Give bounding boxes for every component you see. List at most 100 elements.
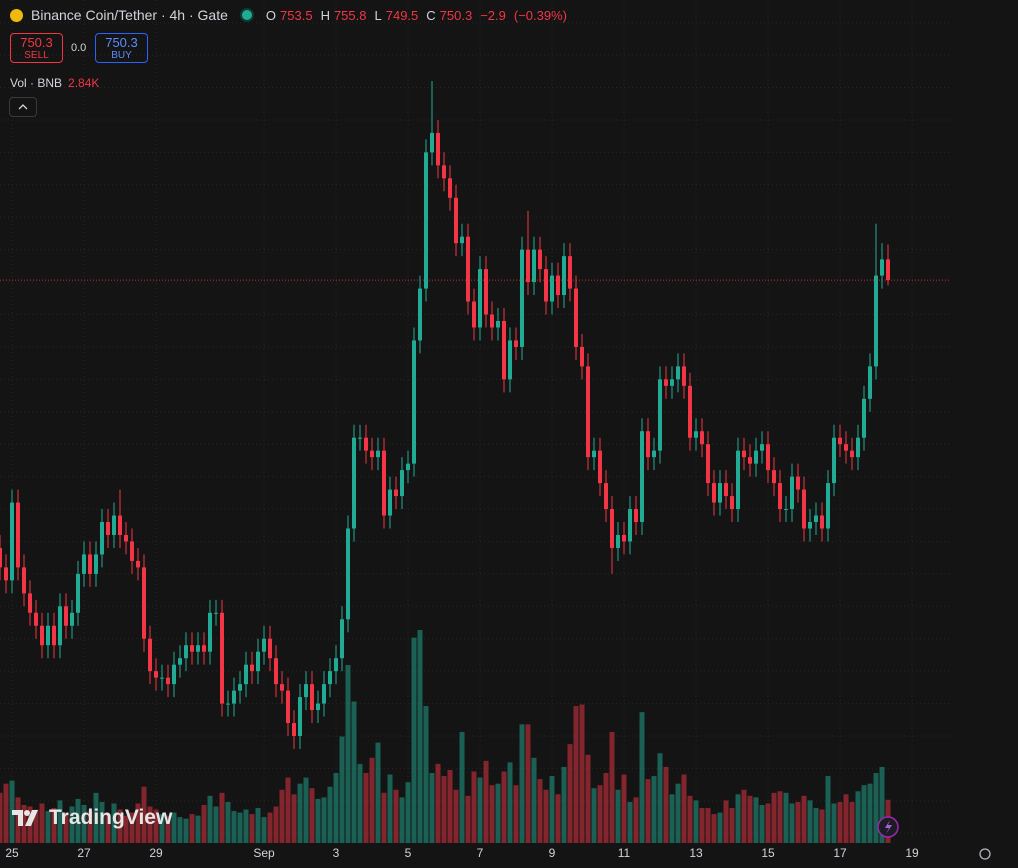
candle-body	[598, 450, 602, 484]
candle-body	[712, 483, 716, 503]
volume-bar	[555, 794, 561, 843]
candle-body	[274, 658, 278, 685]
candle-body	[172, 664, 176, 685]
candle-body	[82, 554, 86, 574]
candle-body	[88, 554, 92, 574]
candle-body	[4, 567, 8, 581]
x-tick-label: 9	[549, 846, 556, 860]
volume-bar	[147, 806, 153, 843]
volume-bar	[651, 776, 657, 843]
volume-bar	[291, 794, 297, 843]
volume-bar	[513, 785, 519, 843]
volume-bar	[321, 797, 327, 843]
candle-body	[850, 450, 854, 458]
volume-bar	[879, 766, 885, 843]
candle-body	[664, 379, 668, 386]
candle-body	[658, 379, 662, 451]
candle-body	[436, 132, 440, 166]
volume-bar	[129, 812, 135, 843]
candle-body	[568, 256, 572, 289]
volume-bar	[117, 809, 123, 843]
candle-body	[742, 450, 746, 458]
volume-bar	[363, 773, 369, 843]
volume-bar	[429, 773, 435, 843]
candle-body	[124, 534, 128, 542]
candle-body	[826, 483, 830, 529]
candle-body	[64, 606, 68, 626]
volume-bar	[867, 783, 873, 843]
volume-bar	[351, 701, 357, 843]
x-tick-label: 27	[77, 846, 91, 860]
volume-bar	[225, 801, 231, 843]
legend-value: 750.3	[439, 7, 473, 23]
candle-body	[418, 288, 422, 341]
candle-body	[0, 547, 2, 568]
change: −2.9	[480, 7, 506, 23]
candle-body	[700, 431, 704, 445]
settings-icon[interactable]	[979, 848, 991, 860]
volume-bar	[345, 664, 351, 843]
volume-bar	[21, 804, 27, 843]
buy-button[interactable]: 750.3 BUY	[95, 33, 148, 63]
tv-logo	[12, 810, 38, 826]
volume-bar	[645, 779, 651, 843]
sell-button[interactable]: 750.3 SELL	[10, 33, 63, 63]
volume-bar	[633, 797, 639, 843]
volume-bar	[573, 706, 579, 843]
candle-body	[550, 275, 554, 302]
volume-bar	[93, 792, 99, 843]
volume-bar	[39, 803, 45, 843]
candle-body	[376, 450, 380, 458]
chevron	[18, 104, 28, 110]
volume-bar	[687, 795, 693, 843]
volume-bar	[153, 809, 159, 843]
candle-body	[40, 625, 44, 646]
volume-bar	[777, 791, 783, 843]
volume-bar	[447, 769, 453, 843]
volume-bar	[825, 776, 831, 843]
candle-body	[352, 437, 356, 529]
volume-bar	[195, 815, 201, 843]
volume-bar	[873, 773, 879, 843]
candle-body	[478, 269, 482, 328]
x-tick-label: 17	[833, 846, 847, 860]
volume-bar	[261, 817, 267, 843]
volume-bar	[735, 794, 741, 843]
volume-bar	[549, 776, 555, 843]
volume-bar	[807, 800, 813, 843]
legend-key: L	[374, 7, 382, 23]
candle-body	[718, 483, 722, 503]
candle-body	[466, 236, 470, 302]
volume-bar	[111, 803, 117, 843]
x-tick-label: 15	[761, 846, 775, 860]
volume-bar	[3, 783, 9, 843]
x-tick-label: 25	[5, 846, 19, 860]
volume-bar	[681, 774, 687, 843]
volume-bar	[861, 785, 867, 843]
symbol-title[interactable]: Binance Coin/Tether · 4h · Gate	[31, 7, 228, 23]
volume-bar	[273, 806, 279, 843]
volume-bar	[237, 812, 243, 843]
volume-bar	[417, 630, 423, 843]
collapse-button[interactable]	[9, 97, 37, 117]
candle-body	[70, 612, 74, 626]
candle-body	[796, 476, 800, 490]
volume-bar	[411, 637, 417, 843]
volume-bar	[783, 792, 789, 843]
logo-part	[12, 810, 23, 826]
candle-body	[634, 509, 638, 523]
volume-bar	[201, 804, 207, 843]
candle-body	[358, 437, 362, 439]
candle-body	[28, 593, 32, 613]
volume-bar	[141, 786, 147, 843]
candle-body	[838, 437, 842, 445]
volume-bar	[453, 789, 459, 843]
candle-body	[886, 259, 890, 281]
volume-bar	[423, 706, 429, 843]
candle-body	[688, 385, 692, 438]
volume-bar	[855, 791, 861, 843]
candle-body	[532, 249, 536, 283]
candle-body	[538, 249, 542, 270]
legend-value: 755.8	[333, 7, 367, 23]
